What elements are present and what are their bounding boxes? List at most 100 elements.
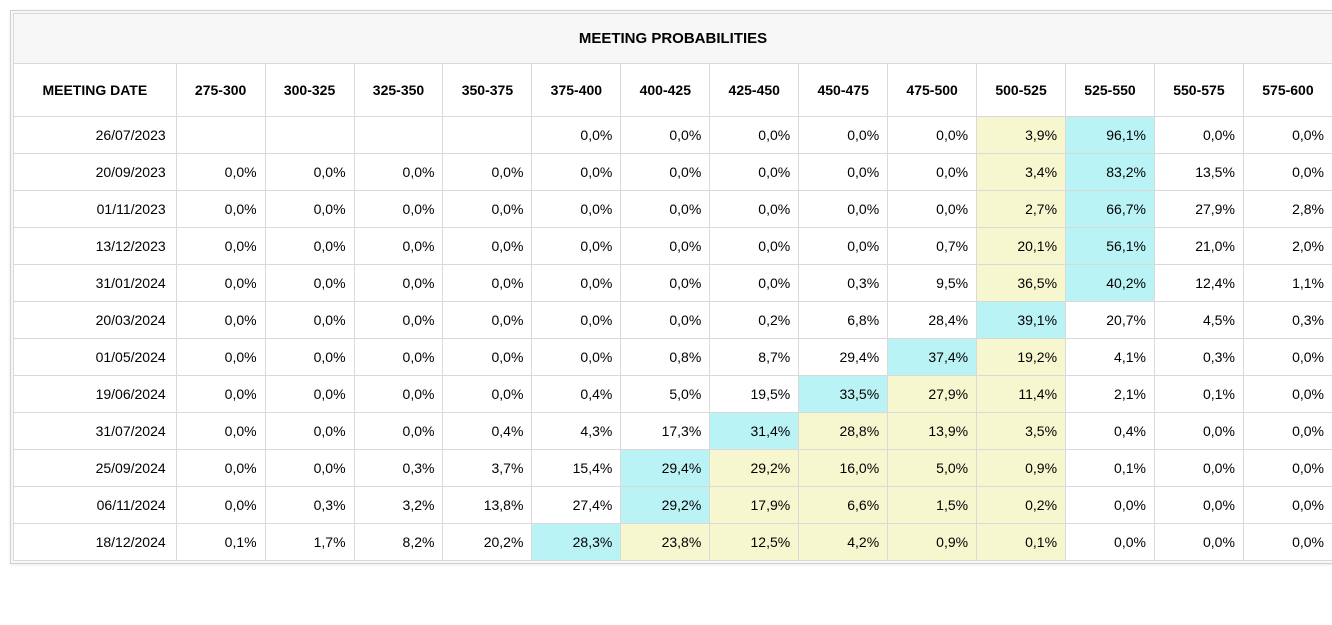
probability-cell: 0,0% (1243, 154, 1332, 191)
column-header-rate: 525-550 (1066, 64, 1155, 117)
column-header-rate: 350-375 (443, 64, 532, 117)
meeting-date-cell: 19/06/2024 (14, 376, 177, 413)
probability-cell: 4,2% (799, 524, 888, 561)
probability-cell: 28,3% (532, 524, 621, 561)
probability-cell: 56,1% (1066, 228, 1155, 265)
probability-cell: 5,0% (621, 376, 710, 413)
probability-cell: 0,0% (1243, 487, 1332, 524)
probability-cell: 8,2% (354, 524, 443, 561)
probability-cell: 16,0% (799, 450, 888, 487)
probability-cell: 8,7% (710, 339, 799, 376)
probability-cell: 0,0% (799, 191, 888, 228)
probability-cell: 0,0% (354, 154, 443, 191)
column-header-rate: 400-425 (621, 64, 710, 117)
table-row: 01/11/20230,0%0,0%0,0%0,0%0,0%0,0%0,0%0,… (14, 191, 1332, 228)
probability-cell: 0,0% (443, 154, 532, 191)
probability-cell: 3,4% (977, 154, 1066, 191)
probability-cell: 0,0% (443, 191, 532, 228)
probability-cell: 0,0% (1243, 413, 1332, 450)
probability-cell: 33,5% (799, 376, 888, 413)
probability-cell: 0,0% (532, 339, 621, 376)
probability-cell: 0,0% (532, 302, 621, 339)
probability-cell: 29,2% (710, 450, 799, 487)
probability-cell: 1,5% (888, 487, 977, 524)
probability-cell: 0,0% (1243, 376, 1332, 413)
probability-cell: 0,0% (443, 265, 532, 302)
probability-cell: 0,0% (265, 191, 354, 228)
probability-cell: 19,2% (977, 339, 1066, 376)
probability-cell: 27,9% (888, 376, 977, 413)
probability-cell: 0,0% (265, 228, 354, 265)
probability-cell: 0,4% (443, 413, 532, 450)
probability-cell: 12,5% (710, 524, 799, 561)
probability-cell: 0,2% (977, 487, 1066, 524)
probability-cell: 0,0% (621, 228, 710, 265)
probability-cell: 0,0% (176, 228, 265, 265)
probability-cell: 0,0% (176, 191, 265, 228)
probability-cell: 9,5% (888, 265, 977, 302)
probability-cell: 17,9% (710, 487, 799, 524)
probability-cell: 20,2% (443, 524, 532, 561)
probability-cell: 23,8% (621, 524, 710, 561)
column-header-rate: 300-325 (265, 64, 354, 117)
probability-cell: 0,0% (1243, 117, 1332, 154)
probability-cell: 0,0% (1154, 117, 1243, 154)
meeting-date-cell: 25/09/2024 (14, 450, 177, 487)
probability-cell: 4,1% (1066, 339, 1155, 376)
probability-cell: 0,0% (265, 450, 354, 487)
probability-cell: 66,7% (1066, 191, 1155, 228)
column-header-rate: 450-475 (799, 64, 888, 117)
probability-cell: 0,0% (176, 376, 265, 413)
probability-cell: 13,5% (1154, 154, 1243, 191)
probability-cell: 0,0% (888, 117, 977, 154)
table-row: 31/01/20240,0%0,0%0,0%0,0%0,0%0,0%0,0%0,… (14, 265, 1332, 302)
probability-cell: 4,3% (532, 413, 621, 450)
probability-cell: 0,0% (532, 154, 621, 191)
probability-cell: 13,9% (888, 413, 977, 450)
table-row: 26/07/20230,0%0,0%0,0%0,0%0,0%3,9%96,1%0… (14, 117, 1332, 154)
probability-cell: 2,8% (1243, 191, 1332, 228)
probability-cell: 0,0% (710, 117, 799, 154)
probability-cell: 0,0% (710, 265, 799, 302)
probability-cell: 17,3% (621, 413, 710, 450)
meeting-date-cell: 20/09/2023 (14, 154, 177, 191)
probability-cell: 29,4% (799, 339, 888, 376)
probability-cell: 3,5% (977, 413, 1066, 450)
probability-cell: 36,5% (977, 265, 1066, 302)
meeting-date-cell: 26/07/2023 (14, 117, 177, 154)
probability-cell: 0,1% (176, 524, 265, 561)
probability-cell: 0,0% (532, 191, 621, 228)
probability-cell: 0,0% (443, 376, 532, 413)
probability-cell: 0,0% (354, 265, 443, 302)
probability-cell: 0,1% (1154, 376, 1243, 413)
probability-cell: 0,0% (621, 302, 710, 339)
probability-cell: 0,0% (1066, 524, 1155, 561)
meeting-date-cell: 01/05/2024 (14, 339, 177, 376)
probability-cell: 0,0% (1243, 450, 1332, 487)
probability-cell: 0,0% (176, 339, 265, 376)
table-title: MEETING PROBABILITIES (14, 14, 1332, 64)
probability-cell: 0,0% (710, 191, 799, 228)
table-row: 13/12/20230,0%0,0%0,0%0,0%0,0%0,0%0,0%0,… (14, 228, 1332, 265)
probability-cell: 0,7% (888, 228, 977, 265)
column-header-meeting-date: MEETING DATE (14, 64, 177, 117)
meeting-date-cell: 18/12/2024 (14, 524, 177, 561)
probability-cell: 0,0% (1243, 524, 1332, 561)
meeting-date-cell: 01/11/2023 (14, 191, 177, 228)
probability-cell: 0,0% (176, 154, 265, 191)
probability-cell: 0,0% (354, 376, 443, 413)
probability-cell (176, 117, 265, 154)
probability-cell: 6,6% (799, 487, 888, 524)
table-body: 26/07/20230,0%0,0%0,0%0,0%0,0%3,9%96,1%0… (14, 117, 1332, 561)
probability-cell: 0,0% (1154, 487, 1243, 524)
probability-cell: 1,1% (1243, 265, 1332, 302)
probability-cell: 0,3% (799, 265, 888, 302)
probability-cell: 20,7% (1066, 302, 1155, 339)
column-header-rate: 500-525 (977, 64, 1066, 117)
probability-cell: 29,2% (621, 487, 710, 524)
probability-cell: 0,0% (443, 339, 532, 376)
probability-cell: 0,0% (1154, 413, 1243, 450)
probability-cell: 0,0% (1154, 450, 1243, 487)
probability-cell: 3,9% (977, 117, 1066, 154)
probability-cell: 0,0% (532, 228, 621, 265)
